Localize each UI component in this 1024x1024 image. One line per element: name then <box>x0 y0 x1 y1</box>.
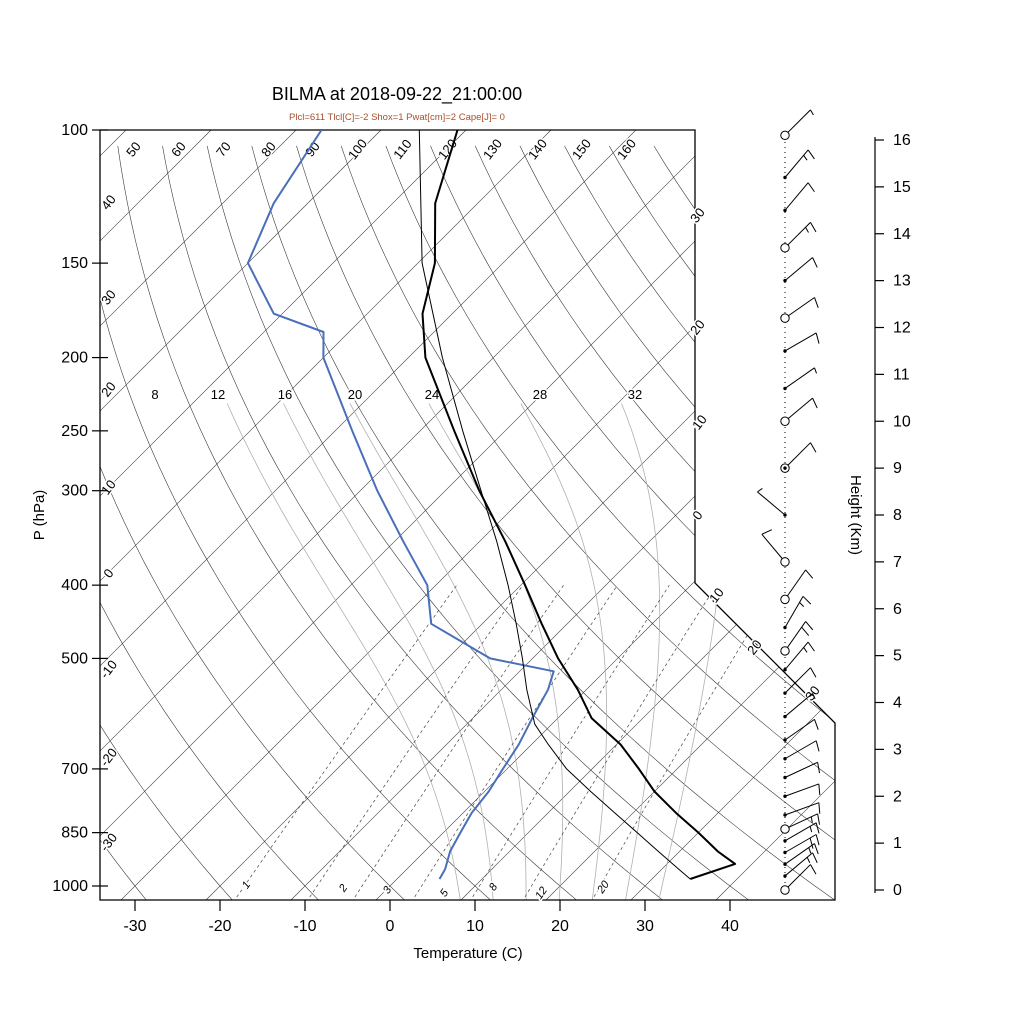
svg-text:20: 20 <box>595 878 613 896</box>
svg-text:20: 20 <box>744 637 765 658</box>
svg-text:32: 32 <box>628 387 642 402</box>
svg-text:12: 12 <box>211 387 225 402</box>
svg-text:12: 12 <box>893 320 911 337</box>
svg-text:20: 20 <box>98 379 119 400</box>
chart-subtitle: Plcl=611 Tlcl[C]=-2 Shox=1 Pwat[cm]=2 Ca… <box>289 112 505 123</box>
svg-text:11: 11 <box>893 366 910 383</box>
svg-text:100: 100 <box>345 136 370 162</box>
svg-text:5: 5 <box>893 648 902 665</box>
svg-text:10: 10 <box>466 918 484 935</box>
svg-text:1000: 1000 <box>52 878 88 895</box>
svg-text:500: 500 <box>61 650 88 667</box>
svg-text:8: 8 <box>893 507 902 524</box>
svg-text:150: 150 <box>61 255 88 272</box>
svg-text:200: 200 <box>61 350 88 367</box>
svg-text:30: 30 <box>802 683 823 704</box>
svg-text:6: 6 <box>893 601 902 618</box>
svg-text:14: 14 <box>893 226 911 243</box>
svg-text:20: 20 <box>348 387 362 402</box>
svg-text:10: 10 <box>893 413 911 430</box>
svg-text:3: 3 <box>381 884 395 897</box>
svg-text:0: 0 <box>689 508 705 523</box>
svg-text:3: 3 <box>893 741 902 758</box>
svg-text:16: 16 <box>278 387 292 402</box>
svg-text:16: 16 <box>893 132 911 149</box>
svg-text:12: 12 <box>533 885 550 902</box>
svg-text:140: 140 <box>525 136 550 162</box>
svg-text:13: 13 <box>893 273 911 290</box>
svg-text:7: 7 <box>893 554 902 571</box>
svg-text:30: 30 <box>98 287 119 308</box>
svg-text:-10: -10 <box>293 918 316 935</box>
svg-text:10: 10 <box>706 585 727 606</box>
svg-text:15: 15 <box>893 179 911 196</box>
svg-text:70: 70 <box>213 139 234 160</box>
svg-text:8: 8 <box>487 881 501 894</box>
svg-text:10: 10 <box>689 412 710 433</box>
svg-text:850: 850 <box>61 825 88 842</box>
svg-text:130: 130 <box>480 136 505 162</box>
svg-text:P (hPa): P (hPa) <box>31 490 48 541</box>
svg-text:40: 40 <box>98 192 119 213</box>
svg-text:160: 160 <box>614 136 639 162</box>
svg-text:60: 60 <box>168 139 189 160</box>
svg-text:0: 0 <box>386 918 395 935</box>
svg-text:0: 0 <box>893 882 902 899</box>
svg-text:2: 2 <box>893 788 902 805</box>
svg-text:150: 150 <box>569 136 594 162</box>
svg-text:20: 20 <box>551 918 569 935</box>
svg-text:5: 5 <box>438 887 452 900</box>
svg-text:24: 24 <box>425 387 439 402</box>
svg-text:20: 20 <box>687 317 708 338</box>
svg-text:30: 30 <box>636 918 654 935</box>
svg-text:8: 8 <box>151 387 158 402</box>
svg-text:9: 9 <box>893 460 902 477</box>
svg-text:Temperature (C): Temperature (C) <box>413 945 522 962</box>
svg-text:28: 28 <box>533 387 547 402</box>
svg-text:-20: -20 <box>208 918 231 935</box>
svg-text:400: 400 <box>61 577 88 594</box>
svg-text:4: 4 <box>893 695 902 712</box>
svg-text:250: 250 <box>61 423 88 440</box>
chart-title: BILMA at 2018-09-22_21:00:00 <box>271 84 523 104</box>
svg-text:Height (Km): Height (Km) <box>847 475 864 555</box>
svg-text:-30: -30 <box>123 918 146 935</box>
svg-text:80: 80 <box>258 139 279 160</box>
svg-text:700: 700 <box>61 761 88 778</box>
svg-text:100: 100 <box>61 122 88 139</box>
svg-text:300: 300 <box>61 483 88 500</box>
svg-text:1: 1 <box>893 835 902 852</box>
svg-text:1: 1 <box>240 879 253 891</box>
svg-text:110: 110 <box>390 136 415 162</box>
svg-text:30: 30 <box>687 205 708 226</box>
svg-text:50: 50 <box>123 139 144 160</box>
svg-text:40: 40 <box>721 918 739 935</box>
svg-text:2: 2 <box>336 882 350 895</box>
